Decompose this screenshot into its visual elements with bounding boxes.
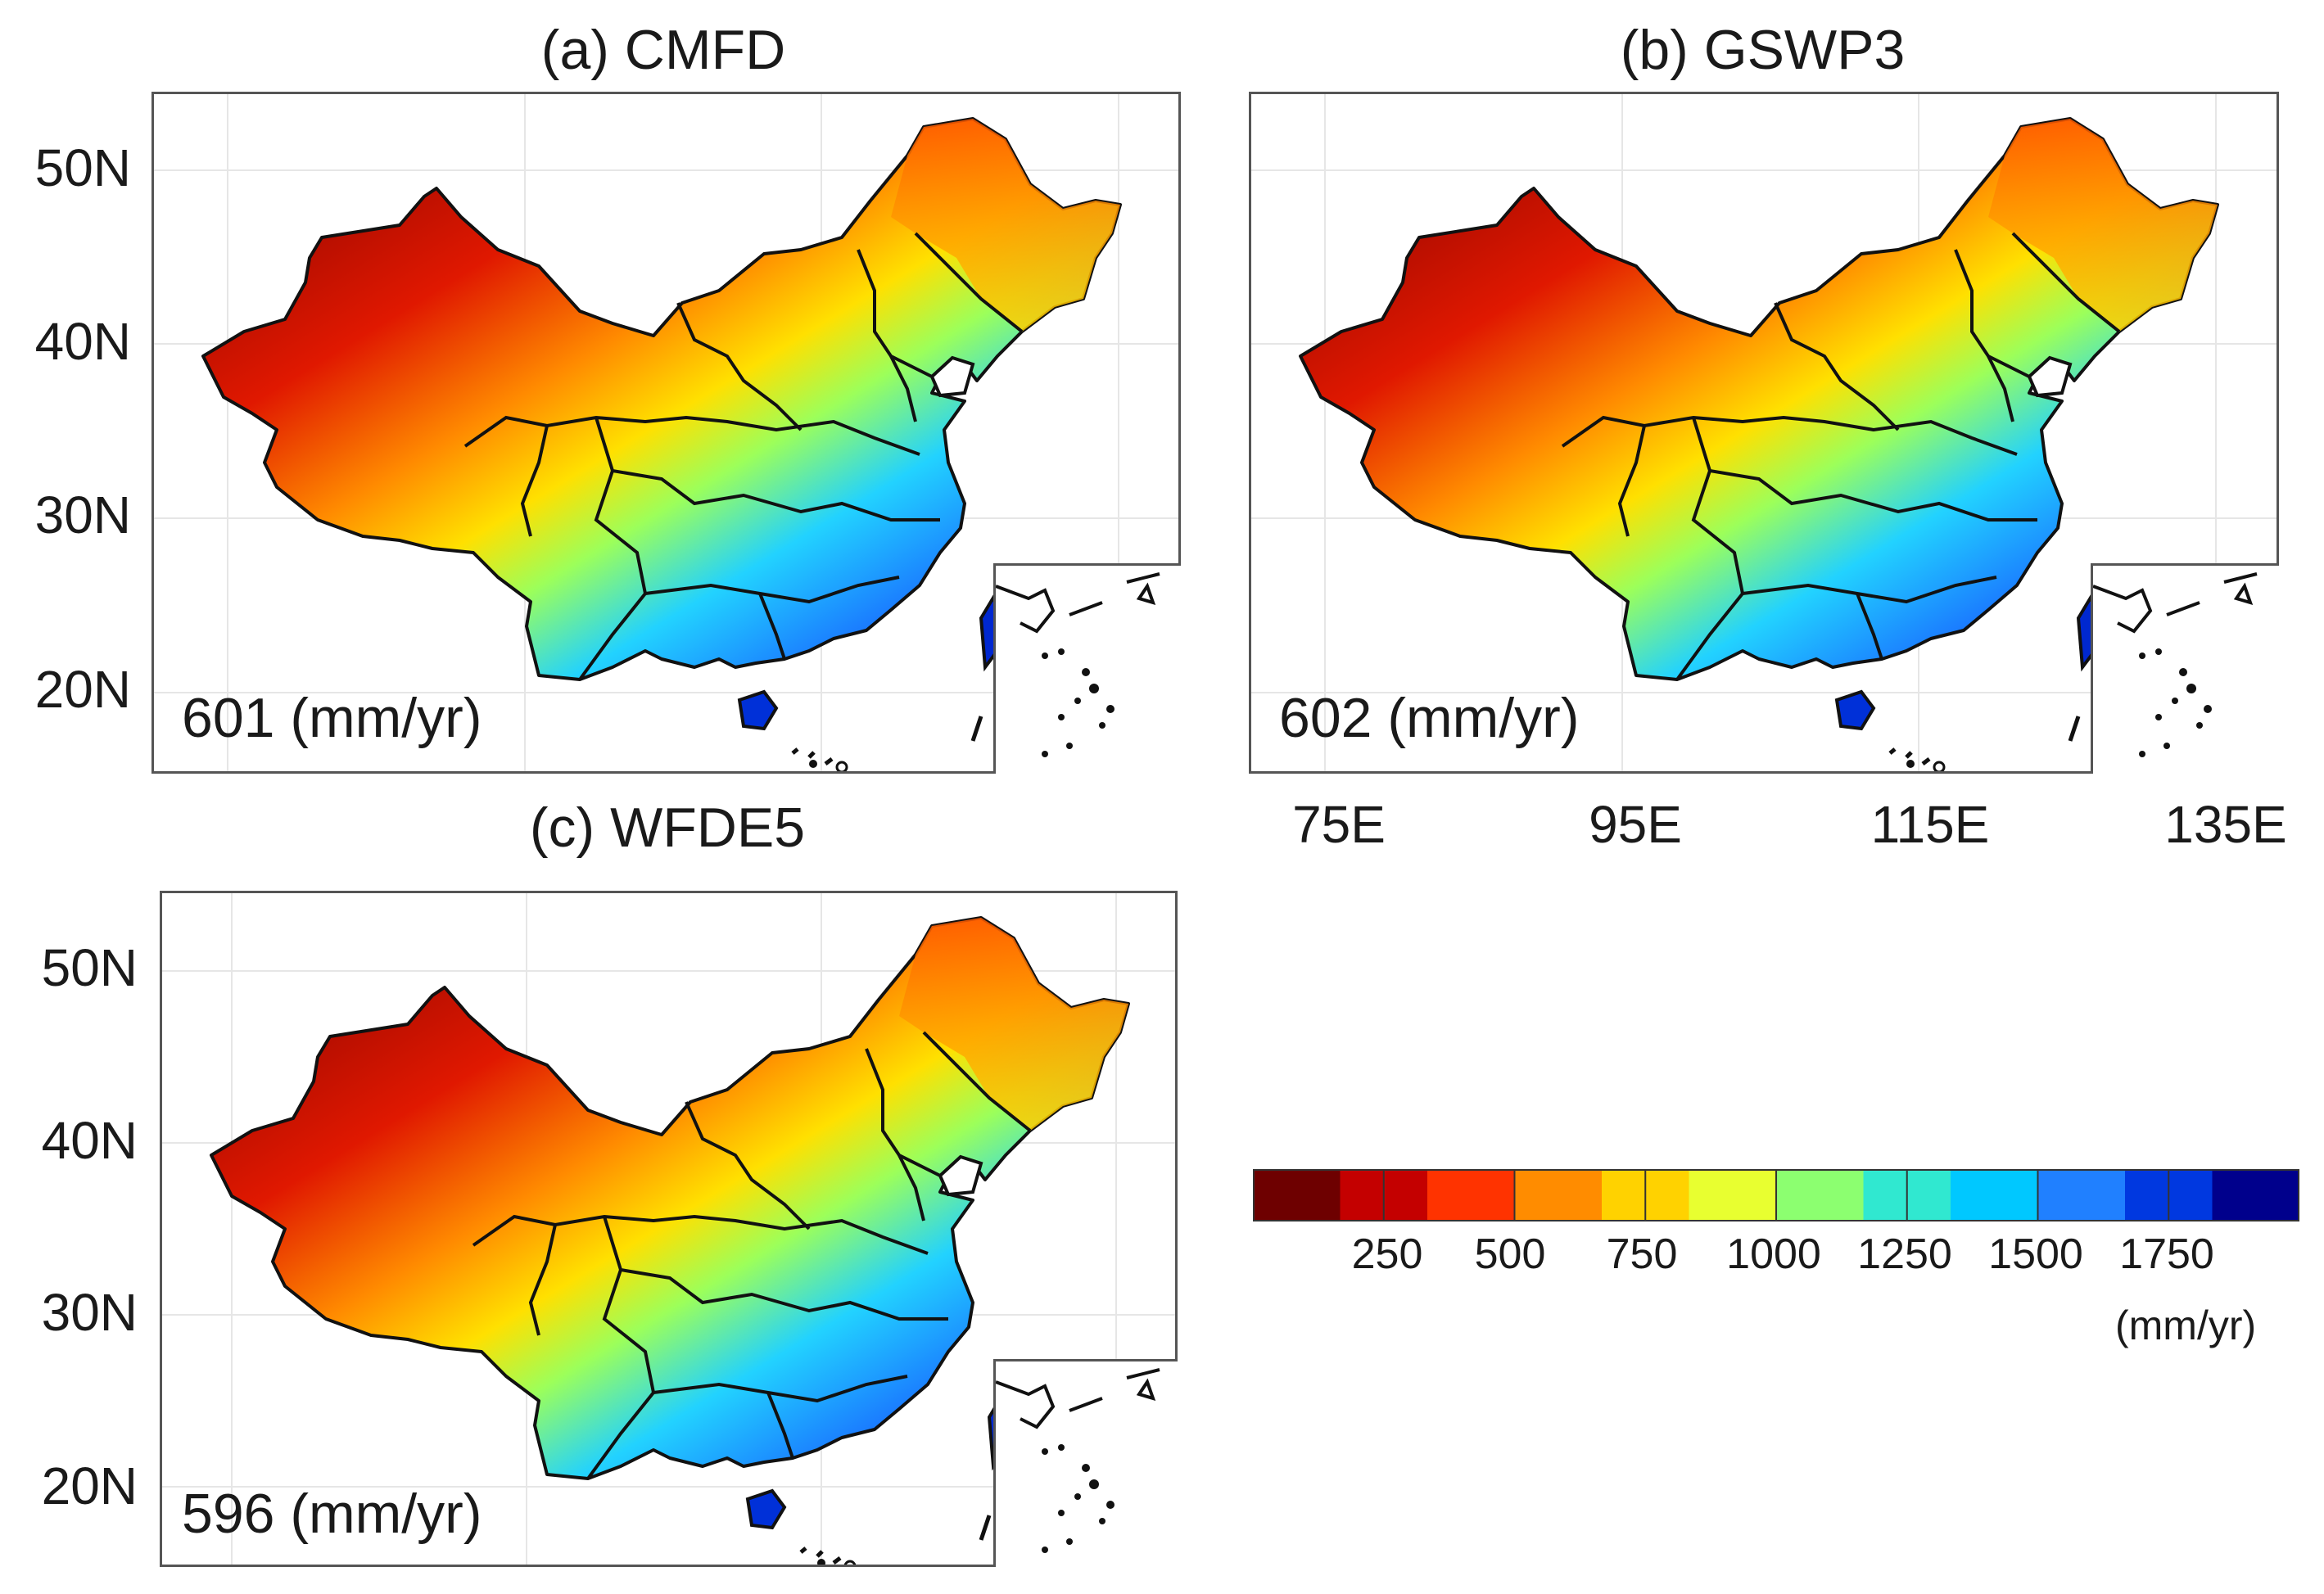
lat-label-50n-bottom: 50N xyxy=(41,938,138,997)
colorbar-swatches xyxy=(1253,1169,2299,1221)
panel-c-mean-label: 596 (mm/yr) xyxy=(182,1483,482,1545)
panel-a-plot xyxy=(154,94,1178,771)
colorbar-swatch xyxy=(1427,1169,1516,1221)
colorbar xyxy=(1253,1169,2299,1221)
colorbar-swatch xyxy=(2212,1169,2299,1221)
lat-label-40n-bottom: 40N xyxy=(41,1111,138,1170)
panel-b-mean-label: 602 (mm/yr) xyxy=(1279,687,1580,749)
colorbar-tick-750: 750 xyxy=(1606,1230,1678,1278)
colorbar-tick-1750: 1750 xyxy=(2119,1230,2214,1278)
lon-label-95e: 95E xyxy=(1589,795,1682,854)
colorbar-border xyxy=(1253,1169,2299,1221)
colorbar-swatch xyxy=(1951,1169,2039,1221)
lat-label-50n-top: 50N xyxy=(34,138,131,197)
colorbar-swatch xyxy=(1689,1169,1777,1221)
panel-a-mean-label: 601 (mm/yr) xyxy=(182,687,482,749)
lat-label-20n-top: 20N xyxy=(34,660,131,719)
colorbar-swatch xyxy=(1776,1169,1865,1221)
panel-c-south-sea-inset xyxy=(993,1359,1178,1567)
panel-c-title: (c) WFDE5 xyxy=(529,797,806,859)
china-precip-map-c xyxy=(211,918,1128,1565)
panel-b-south-sea-inset xyxy=(2091,563,2279,774)
china-precip-map-a xyxy=(203,119,1120,771)
colorbar-tick-1250: 1250 xyxy=(1857,1230,1952,1278)
lat-label-40n-top: 40N xyxy=(34,312,131,371)
lat-label-20n-bottom: 20N xyxy=(41,1456,138,1515)
lon-label-135e: 135E xyxy=(2164,795,2287,854)
panel-a-title: (a) CMFD xyxy=(540,19,786,81)
colorbar-swatch xyxy=(1514,1169,1603,1221)
colorbar-tick-1000: 1000 xyxy=(1726,1230,1821,1278)
panel-a-map xyxy=(151,92,1181,774)
lat-label-30n-top: 30N xyxy=(34,485,131,544)
china-precip-map-b xyxy=(1300,119,2218,771)
panel-a-south-sea-inset xyxy=(993,563,1181,774)
colorbar-tick-250: 250 xyxy=(1351,1230,1423,1278)
colorbar-tick-500: 500 xyxy=(1474,1230,1546,1278)
colorbar-swatch xyxy=(2037,1169,2126,1221)
lat-label-30n-bottom: 30N xyxy=(41,1283,138,1342)
colorbar-unit-label: (mm/yr) xyxy=(2115,1303,2257,1348)
panel-b-title: (b) GSWP3 xyxy=(1620,19,1906,81)
colorbar-tick-1500: 1500 xyxy=(1988,1230,2083,1278)
colorbar-swatch xyxy=(1253,1169,1341,1221)
lon-label-75e: 75E xyxy=(1292,795,1386,854)
lon-label-115e: 115E xyxy=(1870,795,1990,854)
